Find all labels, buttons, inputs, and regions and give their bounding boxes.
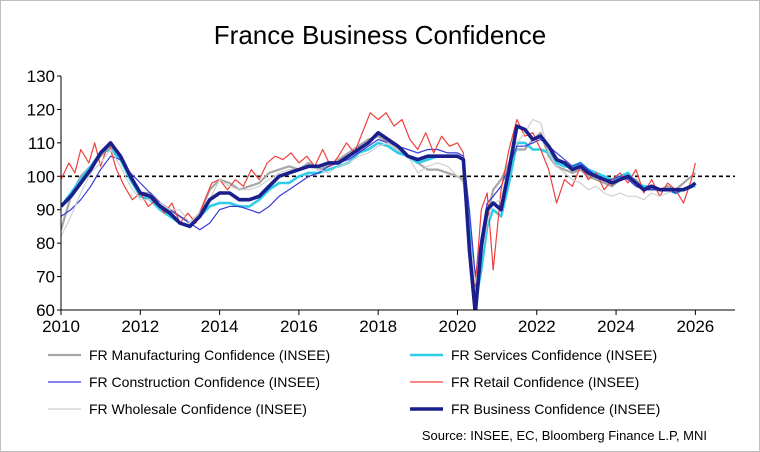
series-line-fr-wholesale-confidence-insee xyxy=(61,118,696,284)
x-tick-label: 2022 xyxy=(518,317,556,336)
series-line-fr-manufacturing-confidence-insee xyxy=(61,131,697,295)
legend-label: FR Business Confidence (INSEE) xyxy=(451,401,660,417)
source-note: Source: INSEE, EC, Bloomberg Finance L.P… xyxy=(422,428,707,443)
chart-title: France Business Confidence xyxy=(214,20,546,50)
legend-label: FR Construction Confidence (INSEE) xyxy=(89,374,320,390)
x-tick-label: 2010 xyxy=(42,317,80,336)
series-line-fr-business-confidence-insee xyxy=(61,124,697,310)
y-tick-label: 100 xyxy=(27,167,55,186)
y-tick-label: 130 xyxy=(27,67,55,86)
x-tick-label: 2014 xyxy=(201,317,239,336)
y-tick-label: 90 xyxy=(36,201,55,220)
x-tick-label: 2024 xyxy=(597,317,635,336)
y-tick-label: 60 xyxy=(36,301,55,320)
y-tick-label: 80 xyxy=(36,234,55,253)
series-line-fr-construction-confidence-insee xyxy=(61,138,696,278)
legend-label: FR Retail Confidence (INSEE) xyxy=(451,374,639,390)
series-line-fr-services-confidence-insee xyxy=(61,141,696,305)
legend-label: FR Wholesale Confidence (INSEE) xyxy=(89,401,307,417)
series-line-fr-retail-confidence-insee xyxy=(61,112,696,288)
x-tick-label: 2012 xyxy=(121,317,159,336)
y-tick-label: 120 xyxy=(27,100,55,119)
x-tick-label: 2026 xyxy=(676,317,714,336)
y-tick-label: 110 xyxy=(28,134,55,153)
x-tick-label: 2018 xyxy=(359,317,397,336)
legend-label: FR Services Confidence (INSEE) xyxy=(451,347,657,363)
x-tick-label: 2016 xyxy=(280,317,318,336)
legend-label: FR Manufacturing Confidence (INSEE) xyxy=(89,347,330,363)
y-tick-label: 70 xyxy=(36,268,55,287)
x-tick-label: 2020 xyxy=(439,317,477,336)
